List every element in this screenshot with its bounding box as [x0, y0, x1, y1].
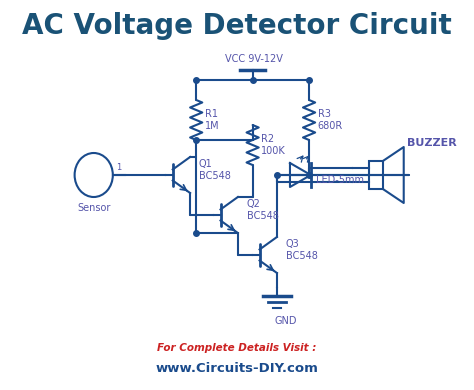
Text: GND: GND — [274, 316, 297, 326]
Bar — [369, 161, 383, 189]
Text: R1
1M: R1 1M — [205, 109, 219, 131]
Text: R2
100K: R2 100K — [261, 134, 286, 156]
Text: Sensor: Sensor — [77, 203, 110, 213]
Text: www.Circuits-DIY.com: www.Circuits-DIY.com — [155, 362, 319, 374]
Text: LED-5mm: LED-5mm — [316, 175, 364, 185]
Text: R3
680R: R3 680R — [318, 109, 343, 131]
Text: 1: 1 — [116, 163, 121, 172]
Text: For Complete Details Visit :: For Complete Details Visit : — [157, 343, 317, 353]
Text: Q2
BC548: Q2 BC548 — [246, 199, 278, 221]
Text: AC Voltage Detector Circuit: AC Voltage Detector Circuit — [22, 12, 452, 40]
Text: Q3
BC548: Q3 BC548 — [286, 239, 318, 261]
Text: BUZZER: BUZZER — [407, 138, 457, 148]
Text: VCC 9V-12V: VCC 9V-12V — [226, 54, 283, 64]
Text: Q1
BC548: Q1 BC548 — [199, 159, 231, 181]
